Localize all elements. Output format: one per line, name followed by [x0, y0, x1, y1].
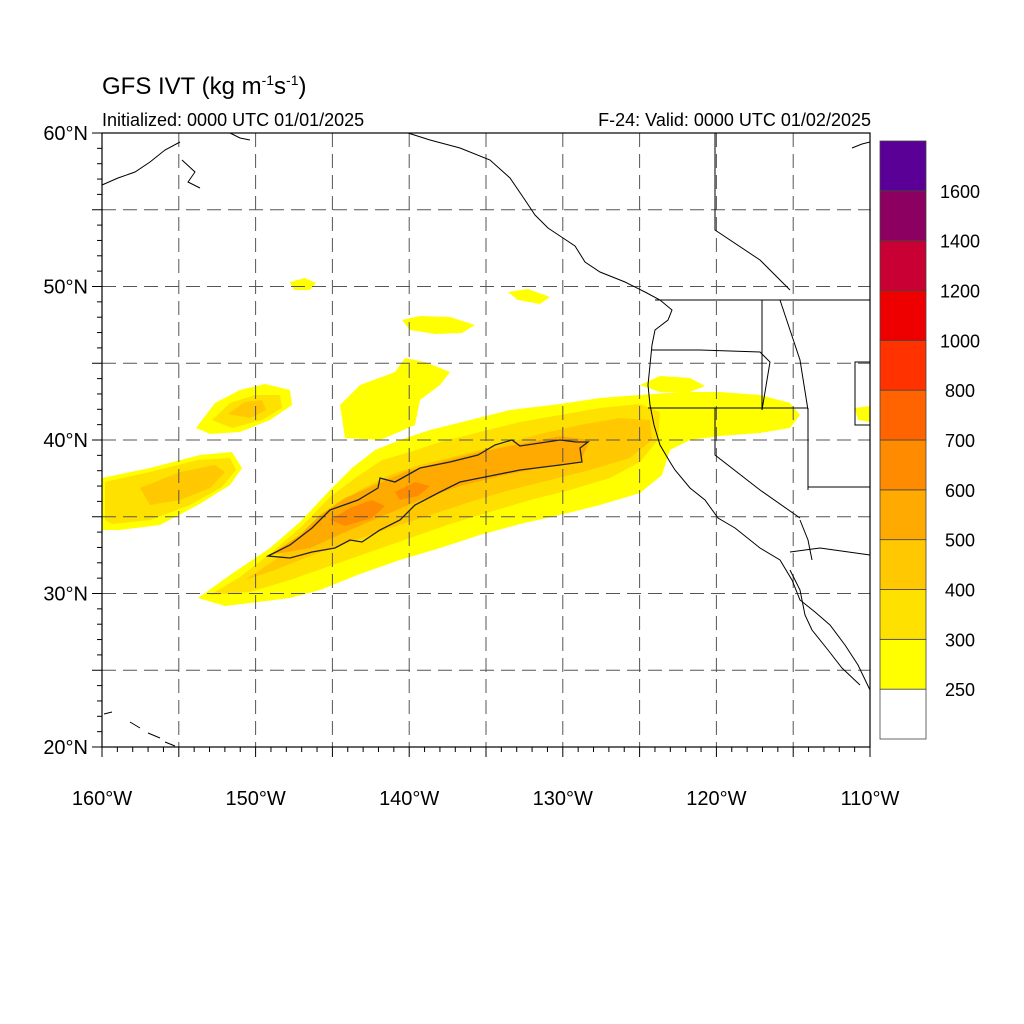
ivt-patch	[340, 358, 450, 440]
political-borders	[648, 133, 871, 556]
aleutian-coast	[101, 141, 181, 186]
colorbar-label: 500	[945, 531, 975, 551]
lon-label: 130°W	[533, 788, 593, 810]
idaho-border	[779, 299, 809, 411]
colorbar-segment	[879, 389, 927, 441]
nevada-border	[714, 408, 801, 519]
colorbar-segment	[879, 240, 927, 291]
alaska-coast	[407, 132, 871, 691]
ivt-patch	[402, 316, 475, 334]
ivt-patch	[228, 400, 266, 418]
colorbar-label: 250	[945, 680, 975, 700]
colorbar-segment	[879, 589, 927, 640]
axis-ticks	[92, 132, 871, 757]
lat-label: 60°N	[43, 123, 88, 145]
lon-label: 120°W	[686, 788, 746, 810]
colorbar-segment	[879, 539, 927, 590]
colorbar-label: 1000	[940, 331, 980, 351]
map-title: GFS IVT (kg m-1s-1)	[102, 72, 307, 100]
colorbar-segment	[879, 688, 927, 740]
ivt-patch	[855, 406, 870, 422]
ivt-patch	[290, 278, 316, 290]
ivt-patch	[508, 289, 550, 304]
lat-label: 50°N	[43, 277, 88, 299]
coastlines	[101, 132, 871, 747]
init-time-label: Initialized: 0000 UTC 01/01/2025	[102, 110, 365, 130]
lat-label: 40°N	[43, 430, 88, 452]
colorbar-label: 600	[945, 481, 975, 501]
ivt-patch	[395, 482, 430, 500]
colorbar: 250 300 400 500 600 700 800 1000 1200 1400 1600	[879, 140, 980, 740]
lat-label: 20°N	[43, 737, 88, 759]
colorbar-label: 400	[945, 581, 975, 601]
alaska-peninsula	[181, 159, 201, 189]
bc-border	[714, 133, 791, 291]
washington-oregon-border	[652, 349, 771, 411]
lon-axis-labels: 160°W 150°W 140°W 130°W 120°W 110°W	[72, 788, 900, 810]
colorbar-label: 800	[945, 381, 975, 401]
lon-label: 140°W	[379, 788, 439, 810]
colorbar-segment	[879, 489, 927, 541]
lon-label: 160°W	[72, 788, 132, 810]
lon-label: 110°W	[841, 788, 900, 810]
southern-alaska	[229, 132, 251, 141]
map-gridlines	[102, 133, 870, 747]
colorbar-label: 300	[945, 630, 975, 650]
mexico-border	[789, 547, 871, 556]
lat-label: 30°N	[43, 584, 88, 606]
colorbar-segment	[879, 290, 927, 341]
valid-time-label: F-24: Valid: 0000 UTC 01/02/2025	[598, 110, 871, 130]
ivt-shading	[102, 278, 870, 606]
lon-label: 150°W	[225, 788, 285, 810]
colorbar-segment	[879, 439, 927, 491]
colorbar-label: 700	[945, 431, 975, 451]
colorbar-segment	[879, 638, 927, 690]
gulf-of-california	[789, 569, 861, 686]
colorbar-segment	[879, 140, 927, 192]
ivt-patch	[640, 376, 705, 392]
hawaii-islands	[103, 711, 176, 747]
ivt-patch	[140, 465, 225, 505]
colorbar-label: 1200	[940, 282, 980, 302]
baja-coast	[799, 519, 813, 561]
colorbar-segment	[879, 339, 927, 391]
colorbar-label: 1600	[940, 182, 980, 202]
ivt-contour-fill-600	[330, 500, 385, 526]
colorbar-segment	[879, 190, 927, 242]
ne-corner-coast	[851, 141, 871, 149]
ivt-contour-fill-500	[270, 436, 590, 555]
ivt-500-contour-line	[265, 439, 590, 559]
colorbar-label: 1400	[940, 232, 980, 252]
lat-axis-labels: 60°N 50°N 40°N 30°N 20°N	[43, 123, 88, 759]
